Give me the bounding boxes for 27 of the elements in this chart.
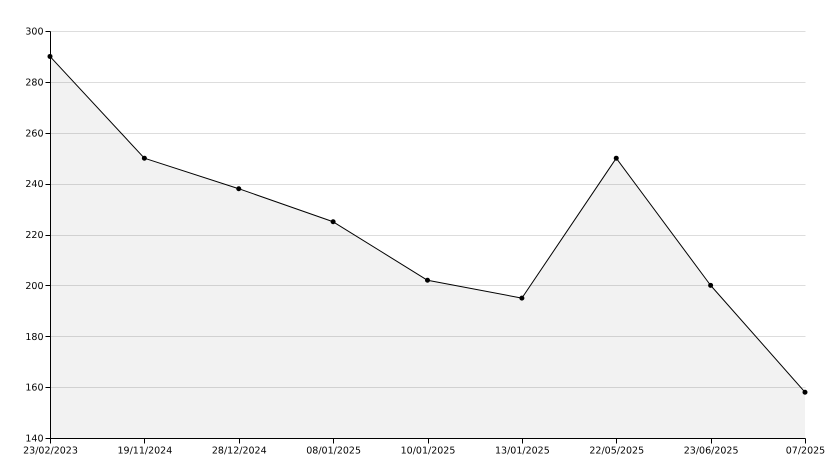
point bbox=[142, 156, 147, 161]
point bbox=[425, 278, 430, 283]
point bbox=[708, 282, 714, 288]
x-tick-label: 22/05/2025 bbox=[589, 446, 644, 456]
x-tick-label: 10/01/2025 bbox=[400, 446, 456, 456]
x-tick-label: 08/01/2025 bbox=[306, 446, 362, 456]
x-tick-label: 13/01/2025 bbox=[494, 446, 550, 456]
point bbox=[236, 186, 242, 192]
point bbox=[802, 390, 808, 395]
x-tick-label: 07/2025 bbox=[786, 446, 826, 456]
y-tick-label: 220 bbox=[25, 230, 44, 241]
x-tick-label: 28/12/2024 bbox=[212, 446, 267, 456]
point bbox=[519, 296, 524, 301]
x-tick-label: 19/11/2024 bbox=[117, 446, 172, 456]
x-tick-label: 23/02/2023 bbox=[23, 446, 78, 456]
point bbox=[330, 219, 336, 224]
point bbox=[614, 156, 619, 161]
y-tick-label: 140 bbox=[25, 434, 44, 444]
y-tick-label: 180 bbox=[25, 332, 44, 343]
x-tick-label: 23/06/2025 bbox=[684, 446, 739, 456]
point bbox=[48, 54, 52, 59]
y-tick-label: 280 bbox=[25, 77, 44, 88]
y-tick-label: 260 bbox=[25, 128, 44, 140]
y-tick-label: 240 bbox=[25, 179, 44, 190]
y-tick-label: 160 bbox=[25, 382, 44, 394]
y-tick-label: 300 bbox=[25, 26, 44, 38]
y-tick-label: 200 bbox=[25, 280, 44, 292]
